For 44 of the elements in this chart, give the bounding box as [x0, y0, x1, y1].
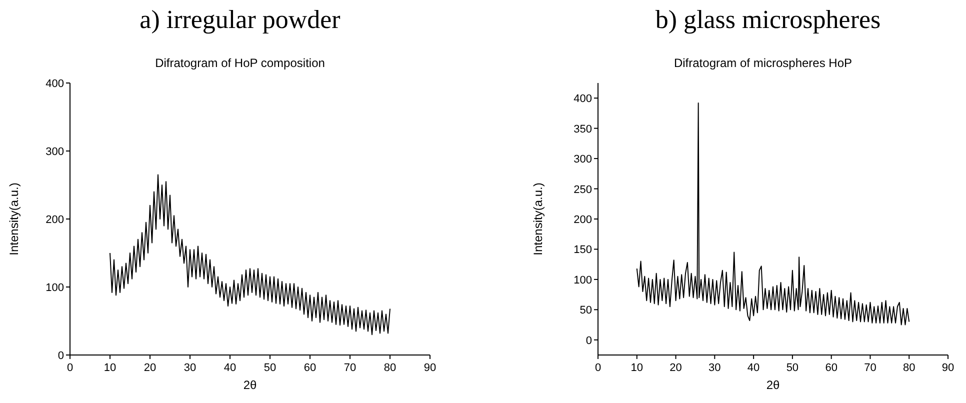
x-tick-label: 70: [864, 362, 876, 374]
y-tick-label: 100: [46, 282, 64, 294]
x-tick-label: 10: [630, 362, 644, 374]
y-axis-title: Intensity(a.u.): [531, 182, 545, 256]
x-tick-label: 20: [144, 362, 156, 374]
x-tick-label: 60: [825, 362, 838, 374]
x-tick-label: 90: [424, 362, 436, 374]
y-tick-label: 50: [580, 304, 592, 317]
x-tick-label: 90: [942, 362, 954, 374]
x-tick-label: 30: [184, 362, 196, 374]
x-tick-label: 10: [104, 362, 116, 374]
y-tick-label: 100: [574, 274, 592, 286]
x-tick-label: 80: [902, 362, 916, 374]
y-tick-label: 300: [574, 154, 592, 166]
y-tick-label: 300: [46, 146, 64, 158]
x-tick-label: 0: [66, 362, 74, 374]
y-tick-label: 150: [574, 244, 592, 256]
line-series: [636, 102, 910, 326]
x-tick-label: 60: [304, 362, 316, 374]
y-axis-title: Intensity(a.u.): [7, 182, 21, 256]
chart-title: a) irregular powder: [140, 5, 341, 34]
chart-title: b) glass microspheres: [655, 5, 881, 34]
x-axis-title: 2θ: [766, 378, 780, 392]
line-series: [110, 174, 390, 336]
y-tick-label: 0: [586, 334, 592, 347]
x-tick-label: 40: [224, 362, 236, 374]
x-tick-label: 70: [344, 362, 356, 374]
chart-subtitle: Difratogram of HoP composition: [155, 56, 325, 70]
x-tick-label: 50: [264, 362, 276, 374]
y-tick-label: 200: [574, 214, 592, 226]
x-tick-label: 0: [594, 362, 602, 374]
y-tick-label: 400: [574, 93, 592, 106]
x-tick-label: 30: [708, 362, 721, 374]
y-tick-label: 0: [58, 350, 64, 362]
y-tick-label: 400: [46, 78, 64, 90]
x-tick-label: 50: [786, 362, 799, 374]
chart-subtitle: Difratogram of microspheres HoP: [674, 56, 852, 70]
x-tick-label: 80: [384, 362, 396, 374]
y-tick-label: 350: [574, 123, 592, 136]
y-tick-label: 200: [46, 214, 64, 226]
x-tick-label: 20: [670, 362, 682, 374]
x-axis-title: 2θ: [243, 378, 257, 392]
y-tick-label: 250: [574, 184, 592, 196]
x-tick-label: 40: [747, 362, 760, 374]
